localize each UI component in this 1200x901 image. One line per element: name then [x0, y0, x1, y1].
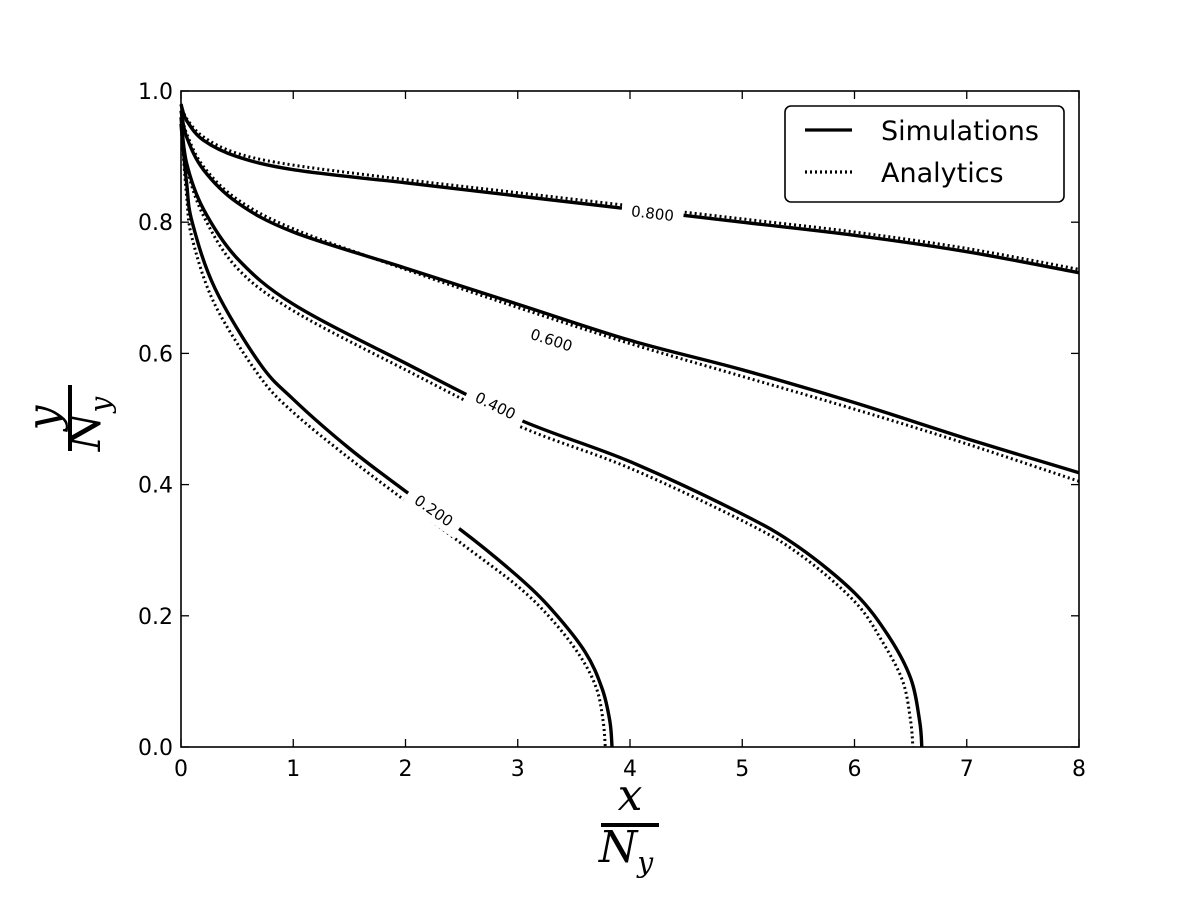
contour-label-0-400: 0.400 — [462, 382, 528, 430]
analytic-contour-0-800 — [179, 103, 1080, 271]
x-tick-label: 3 — [511, 757, 525, 782]
x-axis-label-numerator: x — [618, 770, 643, 821]
y-tick-label: 0.2 — [138, 605, 173, 630]
y-tick-label: 0.6 — [138, 342, 173, 367]
contour-label-text: 0.800 — [630, 202, 675, 225]
analytic-contour-0-600 — [179, 110, 1080, 483]
x-tick-label: 5 — [735, 757, 749, 782]
simulation-contour-0-600 — [179, 110, 1080, 475]
y-axis-label-numerator: y — [18, 404, 69, 432]
y-tick-label: 0.4 — [138, 474, 173, 499]
x-tick-label: 6 — [848, 757, 862, 782]
simulation-contour-0-800 — [179, 103, 1080, 275]
contour-curves — [179, 103, 1080, 748]
x-axis-label: x Ny — [598, 770, 659, 879]
analytic-contour-0-400 — [179, 117, 915, 748]
legend-label-analytics: Analytics — [881, 158, 1004, 189]
y-tick-label: 0.8 — [138, 211, 173, 236]
legend-label-simulations: Simulations — [881, 116, 1039, 147]
contour-label-gap — [462, 382, 528, 430]
x-tick-label: 1 — [286, 757, 300, 782]
analytic-contour-0-200 — [179, 123, 607, 748]
legend-box — [784, 105, 1065, 203]
x-tick-label: 7 — [960, 757, 974, 782]
y-axis-label-denominator: Ny — [60, 396, 117, 453]
x-tick-label: 0 — [174, 757, 188, 782]
x-tick-label: 8 — [1072, 757, 1086, 782]
x-tick-label: 4 — [623, 757, 637, 782]
contour-label-gap — [401, 484, 466, 538]
contour-label-0-600: 0.600 — [518, 320, 585, 361]
contour-label-text: 0.400 — [472, 388, 518, 423]
x-axis-label-denominator: Ny — [598, 822, 655, 879]
y-tick-label: 0.0 — [138, 736, 173, 761]
legend: Simulations Analytics — [784, 105, 1065, 203]
contour-label-gap — [518, 320, 585, 361]
contour-label-0-800: 0.800 — [620, 199, 685, 229]
axis-ticks: 0 1 2 3 4 5 6 7 8 0.0 0.2 0.4 0.6 0.8 1.0 — [138, 80, 1086, 782]
contour-label-0-200: 0.200 — [401, 484, 466, 538]
y-tick-label: 1.0 — [138, 80, 173, 105]
contour-label-gap — [620, 199, 685, 229]
y-axis-label: y Ny — [18, 385, 117, 452]
simulation-contour-0-400 — [179, 117, 924, 748]
x-tick-label: 2 — [399, 757, 413, 782]
simulation-contour-0-200 — [179, 123, 614, 748]
